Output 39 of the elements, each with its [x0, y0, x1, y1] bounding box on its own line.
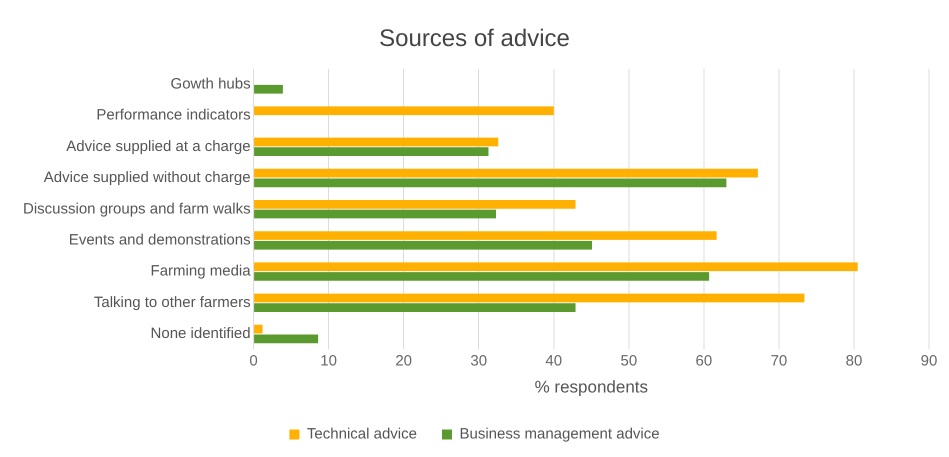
bar: [254, 210, 496, 218]
y-tick-label: Farming media: [150, 262, 252, 280]
bar: [254, 294, 804, 302]
bar: [254, 231, 717, 240]
bar: [254, 262, 858, 272]
bar: [254, 178, 726, 188]
x-tick-label: 50: [620, 352, 638, 370]
bar: [254, 240, 592, 250]
y-tick-label: Events and demonstrations: [68, 232, 251, 249]
x-tick-label: 0: [249, 352, 258, 370]
y-tick-label: Performance indicators: [96, 106, 251, 124]
bar: [254, 147, 488, 156]
x-tick-label: 20: [395, 352, 412, 370]
x-tick-label: 10: [320, 352, 337, 370]
y-tick-label: Gowth hubs: [170, 76, 251, 93]
x-axis-title: % respondents: [534, 377, 648, 396]
chart-title: Sources of advice: [379, 25, 570, 52]
x-tick-label: 70: [770, 352, 788, 370]
bar: [254, 334, 318, 344]
bar: [254, 303, 576, 312]
y-tick-label: Advice supplied without charge: [44, 169, 251, 186]
x-tick-label: 30: [470, 352, 488, 370]
y-tick-label: Discussion groups and farm walks: [23, 200, 251, 218]
bar: [254, 84, 283, 94]
legend-label: Business management advice: [459, 426, 660, 443]
y-tick-label: Talking to other farmers: [94, 294, 251, 311]
bar: [254, 324, 263, 334]
legend-label: Technical advice: [306, 426, 417, 443]
x-tick-label: 80: [846, 352, 862, 370]
x-tick-label: 90: [920, 352, 938, 370]
x-tick-label: 60: [696, 352, 712, 370]
bar: [254, 106, 554, 116]
bar: [254, 168, 758, 178]
y-tick-label: Advice supplied at a charge: [66, 138, 251, 155]
y-tick-label: None identified: [150, 325, 251, 342]
bar: [254, 138, 498, 146]
bar: [254, 200, 576, 209]
x-tick-label: 40: [545, 352, 562, 370]
bar: [254, 272, 710, 281]
